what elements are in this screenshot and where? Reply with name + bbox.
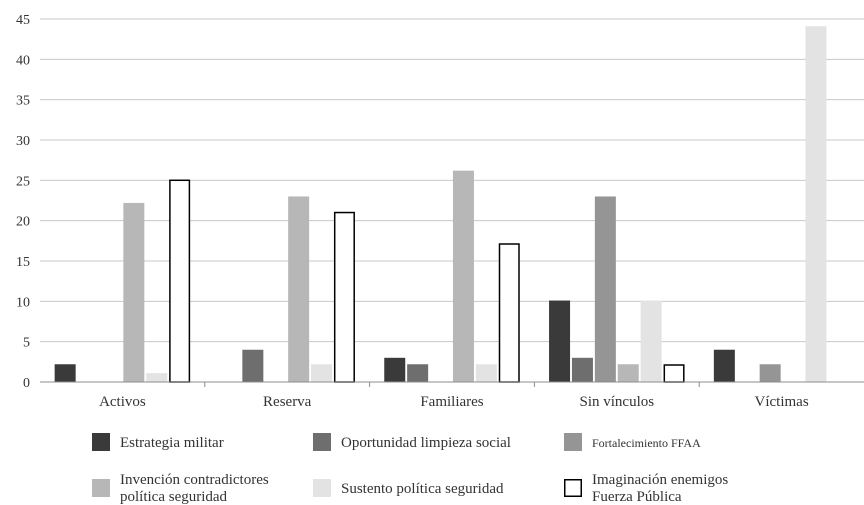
y-tick-label: 15 <box>16 255 30 270</box>
y-tick-label: 10 <box>16 295 30 310</box>
legend-label: Estrategia militar <box>120 435 224 451</box>
bar <box>288 196 310 382</box>
y-tick-label: 0 <box>23 376 30 391</box>
bar <box>759 364 781 382</box>
bar <box>169 179 191 383</box>
gridlines <box>40 18 864 343</box>
bar <box>452 170 474 382</box>
legend-swatch <box>564 433 582 451</box>
legend: Estrategia militar Oportunidad limpieza s… <box>92 433 728 505</box>
legend-swatch <box>313 433 331 451</box>
legend-item: Fortalecimiento FFAA <box>564 433 701 451</box>
bar <box>123 202 145 382</box>
bar <box>571 357 593 382</box>
bar <box>384 357 406 382</box>
bar <box>713 349 735 382</box>
bar <box>54 364 76 382</box>
legend-label: Fuerza Pública <box>592 489 682 505</box>
legend-label: política seguridad <box>120 489 228 505</box>
legend-label: Oportunidad limpieza social <box>341 435 511 451</box>
bar <box>311 364 333 382</box>
legend-label: Fortalecimiento FFAA <box>592 436 701 450</box>
legend-swatch <box>92 479 110 497</box>
y-tick-label: 30 <box>16 134 30 149</box>
bar <box>407 364 429 382</box>
bar <box>242 349 264 382</box>
legend-swatch <box>564 479 582 497</box>
legend-swatch <box>92 433 110 451</box>
x-axis-category-labels: Activos Reserva Familiares Sin vínculos Víct… <box>99 382 809 410</box>
legend-label: Invención contradictores <box>120 472 269 488</box>
bar <box>498 243 520 383</box>
bar <box>617 364 639 382</box>
legend-swatch <box>313 479 331 497</box>
legend-item: Oportunidad limpieza social <box>313 433 511 451</box>
bar <box>549 300 571 382</box>
y-tick-label: 25 <box>16 174 30 189</box>
y-tick-label: 35 <box>16 94 30 109</box>
bars <box>54 26 827 383</box>
legend-label: Sustento política seguridad <box>341 481 504 497</box>
x-category-label: Reserva <box>263 394 312 410</box>
bar <box>594 196 616 382</box>
x-category-label: Sin vínculos <box>580 394 655 410</box>
x-category-label: Víctimas <box>755 394 809 410</box>
bar <box>805 26 827 382</box>
y-axis-tick-labels: 0 5 10 15 20 25 30 35 40 45 <box>16 13 30 391</box>
bar <box>640 300 662 382</box>
legend-label: Imaginación enemigos <box>592 472 728 488</box>
legend-item: Estrategia militar <box>92 433 224 451</box>
bar <box>663 364 685 383</box>
bar <box>333 211 355 383</box>
x-category-label: Familiares <box>420 394 483 410</box>
bar <box>475 364 497 382</box>
bar <box>146 373 168 382</box>
y-tick-label: 5 <box>23 336 30 351</box>
y-tick-label: 40 <box>16 53 30 68</box>
legend-item: Sustento política seguridad <box>313 479 504 497</box>
x-category-label: Activos <box>99 394 146 410</box>
y-tick-label: 20 <box>16 215 30 230</box>
y-tick-label: 45 <box>16 13 30 28</box>
